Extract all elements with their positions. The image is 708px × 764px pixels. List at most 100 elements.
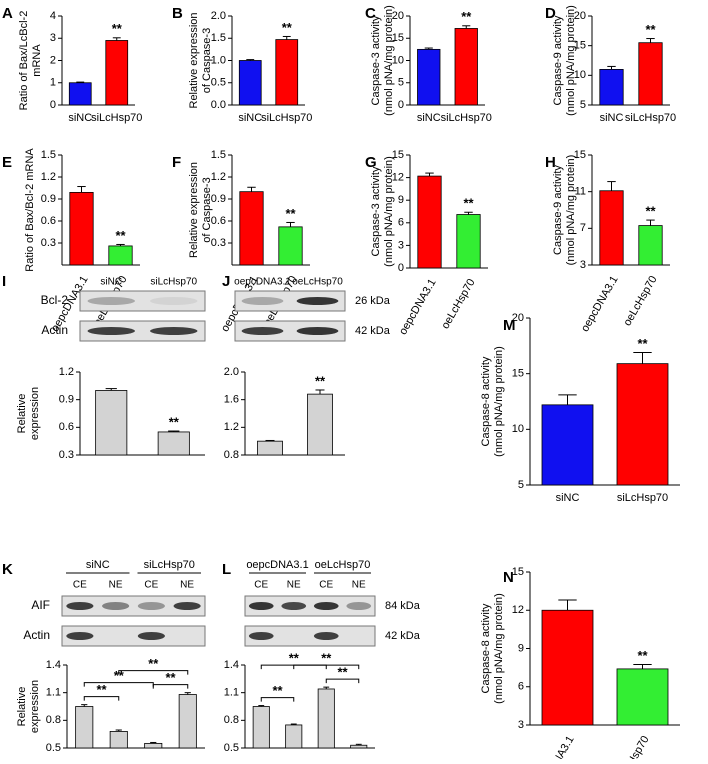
blot-strip	[61, 595, 206, 617]
blot-strip	[244, 625, 376, 647]
y-tick-label: 1.6	[224, 394, 239, 406]
panel-letter: I	[2, 273, 6, 290]
row-label: Actin	[23, 628, 50, 642]
blot-band	[150, 327, 198, 335]
bar	[638, 42, 663, 106]
y-tick-label: 0	[398, 99, 404, 111]
y-tick-label: 1	[50, 77, 56, 89]
bar	[95, 390, 128, 456]
blot-band	[66, 632, 94, 640]
y-tick-label: 1.2	[224, 421, 239, 433]
y-tick-label: 9	[398, 194, 404, 206]
y-tick-label: 0.8	[224, 714, 239, 726]
blot-strip	[234, 290, 346, 312]
y-tick-label: 3	[50, 32, 56, 44]
significance: **	[96, 682, 107, 697]
significance: **	[463, 196, 474, 211]
y-tick-label: 7	[580, 222, 586, 234]
significance: **	[645, 22, 656, 37]
blot-band	[87, 327, 135, 335]
blot-band	[313, 632, 339, 640]
y-axis-label: expression	[29, 680, 41, 733]
x-tick-label: siLcHsp70	[617, 492, 668, 504]
y-tick-label: 1.1	[224, 687, 239, 699]
significance: **	[637, 648, 648, 663]
y-tick-label: 20	[392, 10, 404, 22]
y-axis-label: Relative	[16, 687, 28, 727]
x-tick-label: oepcDNA3.1	[535, 734, 577, 759]
y-axis-label: Caspase-8 activity	[480, 356, 492, 446]
x-tick-label: siNC	[600, 112, 624, 124]
y-axis-label: Caspase-8 activity	[480, 603, 492, 693]
y-tick-label: 0.6	[41, 215, 56, 227]
lane-label: siLcHsp70	[150, 277, 197, 288]
blot-band	[87, 297, 135, 305]
y-tick-label: 0	[398, 262, 404, 274]
y-axis-label: (nmol pNA/mg protein)	[493, 346, 505, 457]
y-tick-label: 5	[398, 77, 404, 89]
y-tick-label: 5	[518, 479, 524, 491]
bar	[239, 191, 264, 266]
y-tick-label: 20	[512, 312, 524, 324]
y-tick-label: 15	[392, 32, 404, 44]
significance: **	[461, 9, 472, 24]
lane-label: CE	[144, 580, 158, 591]
bracket	[325, 678, 360, 684]
y-tick-label: 15	[574, 40, 586, 52]
blot-band	[281, 602, 307, 610]
y-tick-label: 0.8	[46, 714, 61, 726]
blot-band	[150, 297, 198, 305]
y-tick-label: 0.9	[59, 394, 74, 406]
bar	[417, 48, 441, 106]
blot-band	[137, 602, 165, 610]
panel-letter: N	[503, 569, 514, 586]
bracket	[118, 670, 189, 675]
bar	[599, 190, 624, 266]
row-label: Bcl-2	[41, 293, 69, 307]
bar	[456, 214, 481, 269]
y-tick-label: 1.5	[211, 149, 226, 161]
bar	[307, 393, 333, 456]
y-tick-label: 1.5	[211, 32, 226, 44]
bracket	[293, 664, 360, 670]
x-tick-label: oeLcHsp70	[439, 277, 477, 331]
y-tick-label: 0.9	[41, 193, 56, 205]
y-tick-label: 10	[512, 423, 524, 435]
y-axis-label: Caspase-9 activity	[552, 165, 564, 255]
y-tick-label: 1.0	[211, 54, 226, 66]
kda-label: 42 kDa	[355, 325, 391, 337]
bar	[275, 39, 299, 106]
x-tick-label: oepcDNA3.1	[397, 277, 439, 337]
bar	[599, 69, 624, 106]
lane-label: oeLcHsp70	[292, 277, 343, 288]
y-tick-label: 15	[512, 566, 524, 578]
group-label: oeLcHsp70	[315, 559, 371, 571]
x-tick-label: siNC	[417, 112, 441, 124]
blot-band	[66, 602, 94, 610]
bar	[541, 609, 594, 726]
y-tick-label: 0.5	[46, 742, 61, 754]
y-axis-label: Ratio of Bax/Bcl-2 mRNA	[24, 148, 36, 272]
bar	[68, 82, 92, 106]
y-tick-label: 11	[575, 186, 586, 198]
panel-letter: H	[545, 154, 556, 171]
y-axis-label: of Caspase-3	[201, 177, 213, 242]
y-tick-label: 1.4	[224, 659, 239, 671]
row-label: AIF	[31, 598, 50, 612]
y-tick-label: 12	[512, 604, 524, 616]
lane-label: siNC	[100, 277, 122, 288]
lane-label: CE	[254, 580, 268, 591]
x-tick-label: siNC	[68, 112, 92, 124]
blot-band	[102, 602, 130, 610]
blot-band	[241, 297, 284, 305]
y-tick-label: 15	[512, 368, 524, 380]
y-tick-label: 1.4	[46, 659, 61, 671]
y-axis-label: (nmol pNA/mg protein)	[565, 5, 577, 116]
bar	[541, 404, 594, 486]
bar	[108, 245, 133, 266]
y-tick-label: 0.6	[59, 421, 74, 433]
bar	[417, 175, 442, 269]
y-tick-label: 1.2	[211, 171, 226, 183]
significance: **	[289, 651, 300, 666]
significance: **	[114, 668, 125, 683]
